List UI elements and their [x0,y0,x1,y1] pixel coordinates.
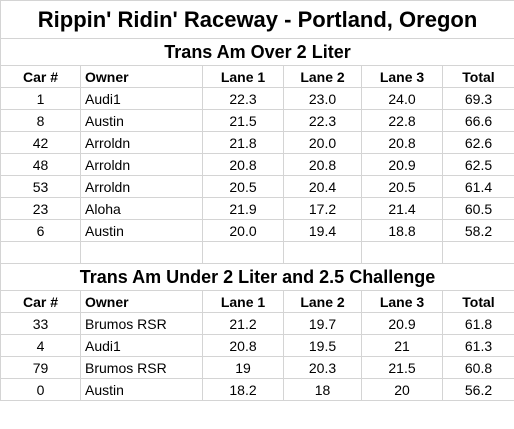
table-cell[interactable]: 18.8 [361,219,443,242]
table-cell[interactable]: 18.2 [202,378,284,401]
table-cell[interactable]: 79 [0,356,81,379]
table-cell[interactable]: 24.0 [361,87,443,110]
table-cell[interactable]: 20.9 [361,153,443,176]
table-cell[interactable]: 61.3 [441,334,514,357]
table-cell[interactable]: 21.4 [361,197,443,220]
table-cell[interactable]: Austin [80,378,203,401]
table-row: 8 Austin 21.5 22.3 22.8 66.6 [0,109,514,132]
table-cell[interactable]: Arroldn [80,153,203,176]
table-cell[interactable]: 23 [0,197,81,220]
table-cell[interactable]: 58.2 [441,219,514,242]
table-cell[interactable]: 22.3 [283,109,362,132]
table-cell[interactable]: 20.8 [361,131,443,154]
table-cell[interactable]: 1 [0,87,81,110]
table-row: 6 Austin 20.0 19.4 18.8 58.2 [0,219,514,242]
column-header[interactable]: Owner [80,65,203,88]
column-header[interactable]: Owner [80,290,203,313]
table-cell[interactable]: 20.4 [283,175,362,198]
table-cell[interactable]: 23.0 [283,87,362,110]
table-cell[interactable]: 21.5 [361,356,443,379]
table-cell[interactable]: 42 [0,131,81,154]
table-cell[interactable]: 60.5 [441,197,514,220]
table-cell[interactable]: 19.5 [283,334,362,357]
table-cell[interactable]: 21 [361,334,443,357]
table-cell[interactable]: Audi1 [80,334,203,357]
table-row: 48 Arroldn 20.8 20.8 20.9 62.5 [0,153,514,176]
column-header[interactable]: Lane 2 [283,65,362,88]
section2-header-row: Car # Owner Lane 1 Lane 2 Lane 3 Total [0,290,514,313]
table-cell[interactable]: 20.5 [361,175,443,198]
table-row: 79 Brumos RSR 19 20.3 21.5 60.8 [0,356,514,379]
table-cell[interactable]: 33 [0,312,81,335]
column-header[interactable]: Total [441,290,514,313]
table-cell[interactable]: 61.4 [441,175,514,198]
table-cell[interactable]: Arroldn [80,175,203,198]
table-row: 0 Austin 18.2 18 20 56.2 [0,378,514,401]
table-cell[interactable]: 66.6 [441,109,514,132]
table-cell[interactable]: 61.8 [441,312,514,335]
table-cell[interactable]: 62.5 [441,153,514,176]
table-cell[interactable]: Arroldn [80,131,203,154]
table-cell[interactable]: 20.0 [202,219,284,242]
table-cell[interactable]: 21.8 [202,131,284,154]
table-cell[interactable]: 20.8 [202,334,284,357]
table-cell[interactable]: Austin [80,219,203,242]
table-cell[interactable]: 20.9 [361,312,443,335]
table-cell[interactable]: 20.0 [283,131,362,154]
section2-body: 33 Brumos RSR 21.2 19.7 20.9 61.8 4 Audi1 20.8 19… [0,312,514,401]
table-row: 33 Brumos RSR 21.2 19.7 20.9 61.8 [0,312,514,335]
table-row: 42 Arroldn 21.8 20.0 20.8 62.6 [0,131,514,154]
table-cell[interactable]: 20 [361,378,443,401]
column-header[interactable]: Lane 1 [202,65,284,88]
table-cell[interactable]: 69.3 [441,87,514,110]
column-header[interactable]: Lane 2 [283,290,362,313]
column-header[interactable]: Total [441,65,514,88]
column-header[interactable]: Lane 3 [361,65,443,88]
table-cell[interactable]: 19.4 [283,219,362,242]
section1-header-row: Car # Owner Lane 1 Lane 2 Lane 3 Total [0,65,514,88]
table-row: 23 Aloha 21.9 17.2 21.4 60.5 [0,197,514,220]
table-cell[interactable]: 21.9 [202,197,284,220]
table-cell[interactable]: 6 [0,219,81,242]
table-cell[interactable]: Audi1 [80,87,203,110]
column-header[interactable]: Car # [0,65,81,88]
section1-body: 1 Audi1 22.3 23.0 24.0 69.3 8 Austin 21.5 22.3 22.… [0,87,514,242]
page-title: Rippin' Ridin' Raceway - Portland, Orego… [0,0,514,39]
table-cell[interactable]: 4 [0,334,81,357]
table-cell[interactable]: 20.3 [283,356,362,379]
table-cell[interactable]: Brumos RSR [80,312,203,335]
table-cell[interactable]: 62.6 [441,131,514,154]
table-cell[interactable]: 20.8 [202,153,284,176]
table-cell[interactable]: 21.5 [202,109,284,132]
table-cell[interactable]: 53 [0,175,81,198]
table-cell[interactable]: 17.2 [283,197,362,220]
table-cell[interactable]: 20.5 [202,175,284,198]
table-cell[interactable]: 19 [202,356,284,379]
table-cell[interactable]: 22.8 [361,109,443,132]
table-cell[interactable]: 56.2 [441,378,514,401]
table-cell[interactable]: Brumos RSR [80,356,203,379]
table-cell[interactable]: 18 [283,378,362,401]
column-header[interactable]: Car # [0,290,81,313]
table-cell[interactable]: 48 [0,153,81,176]
table-cell[interactable]: 0 [0,378,81,401]
table-cell[interactable]: 8 [0,109,81,132]
table-cell[interactable]: Austin [80,109,203,132]
section1-heading: Trans Am Over 2 Liter [0,38,514,66]
table-cell[interactable]: 19.7 [283,312,362,335]
table-row: 1 Audi1 22.3 23.0 24.0 69.3 [0,87,514,110]
table-row: 4 Audi1 20.8 19.5 21 61.3 [0,334,514,357]
section2-heading: Trans Am Under 2 Liter and 2.5 Challenge [0,263,514,291]
blank-row [0,241,514,264]
table-cell[interactable]: Aloha [80,197,203,220]
table-cell[interactable]: 60.8 [441,356,514,379]
table-row: 53 Arroldn 20.5 20.4 20.5 61.4 [0,175,514,198]
table-cell[interactable]: 21.2 [202,312,284,335]
results-table: Rippin' Ridin' Raceway - Portland, Orego… [0,0,514,401]
table-cell[interactable]: 22.3 [202,87,284,110]
table-cell[interactable]: 20.8 [283,153,362,176]
column-header[interactable]: Lane 1 [202,290,284,313]
column-header[interactable]: Lane 3 [361,290,443,313]
